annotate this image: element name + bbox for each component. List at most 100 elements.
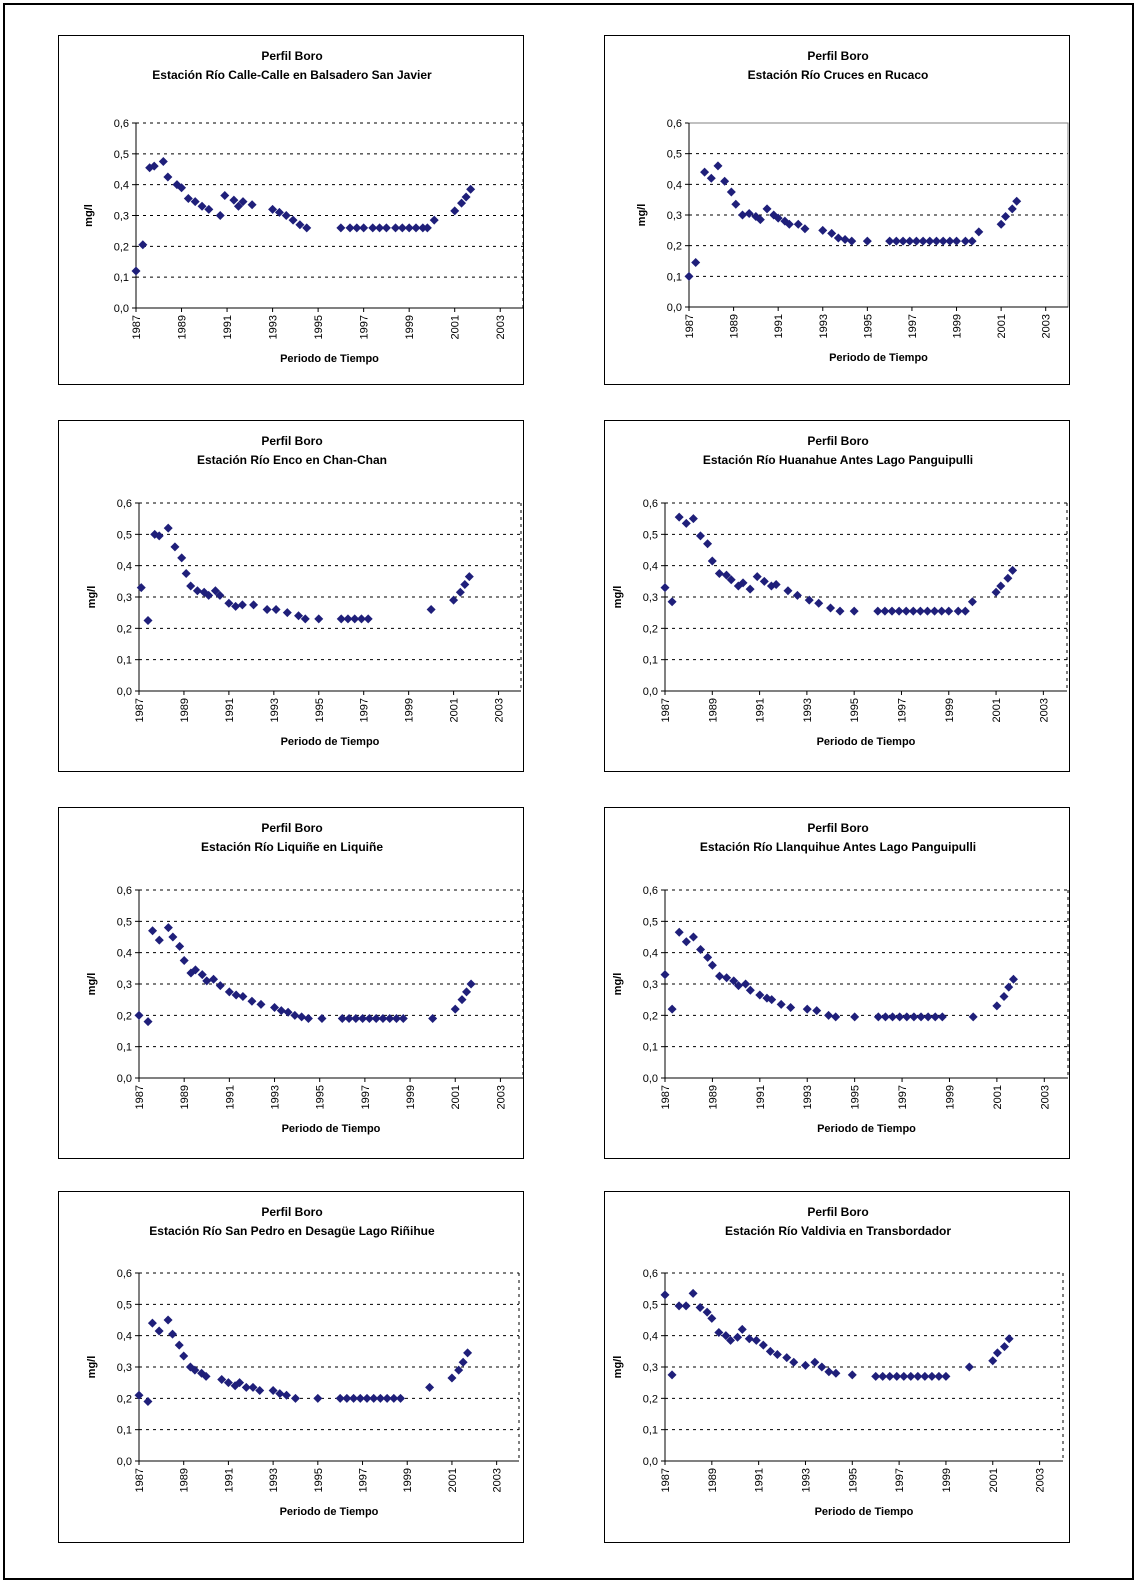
y-tick-label: 0,4 [117, 561, 132, 573]
data-point [381, 223, 391, 233]
y-tick-label: 0,3 [643, 1362, 658, 1374]
data-point [968, 1012, 978, 1022]
data-point [233, 201, 243, 211]
x-tick-label: 1997 [358, 1468, 370, 1492]
data-point [873, 1012, 883, 1022]
data-point [147, 1318, 157, 1328]
y-tick-label: 0,0 [117, 1073, 132, 1085]
chart-panel: Perfil Boro Estación Río Llanquihue Antes… [604, 807, 1070, 1159]
data-point [1012, 196, 1022, 206]
data-point [177, 183, 187, 193]
data-point [378, 1013, 388, 1023]
data-point [363, 614, 373, 624]
data-point [802, 1004, 812, 1014]
data-point [217, 1375, 227, 1385]
data-point [247, 200, 257, 210]
data-point [960, 606, 970, 616]
x-tick-label: 1991 [223, 1468, 235, 1492]
data-point [186, 581, 196, 591]
chart-svg: Perfil Boro Estación Río Valdivia en Tran… [612, 1205, 1064, 1518]
x-tick-label: 1999 [952, 314, 964, 338]
y-tick-label: 0,1 [643, 655, 658, 667]
x-tick-label: 1999 [944, 1085, 956, 1109]
data-point [143, 1017, 153, 1027]
data-point [681, 1301, 691, 1311]
data-point [952, 236, 962, 246]
data-point [154, 1326, 164, 1336]
y-tick-label: 0,5 [117, 529, 132, 541]
data-point [288, 215, 298, 225]
x-tick-label: 1997 [359, 698, 371, 722]
data-point [458, 1357, 468, 1367]
x-tick-label: 1997 [897, 1085, 909, 1109]
data-point [991, 587, 1001, 597]
x-tick-label: 2003 [1039, 1085, 1051, 1109]
data-point [726, 187, 736, 197]
y-tick-label: 0,1 [117, 1042, 132, 1054]
data-point [350, 614, 360, 624]
data-point [925, 236, 935, 246]
data-point [696, 945, 706, 955]
y-tick-label: 0,3 [643, 979, 658, 991]
data-point [784, 219, 794, 229]
data-point [714, 569, 724, 578]
data-point [197, 201, 207, 211]
y-axis-label: mg/l [83, 204, 95, 227]
data-point [964, 1362, 974, 1372]
data-point [464, 572, 474, 582]
x-tick-label: 1993 [268, 1468, 280, 1492]
y-tick-label: 0,4 [114, 180, 129, 192]
x-tick-label: 1997 [359, 315, 371, 339]
data-point [148, 926, 158, 936]
data-point [134, 1010, 144, 1020]
data-point [786, 1003, 796, 1012]
x-tick-label: 1991 [755, 698, 767, 722]
data-point [967, 597, 977, 607]
data-point [163, 523, 173, 533]
x-tick-label: 2001 [449, 698, 461, 722]
data-point [688, 514, 698, 524]
data-point [447, 1373, 457, 1383]
data-point [345, 223, 355, 233]
data-point [880, 1012, 890, 1022]
data-point [1008, 565, 1018, 575]
data-point [755, 215, 765, 225]
data-point [429, 215, 439, 225]
data-point [894, 606, 904, 616]
data-point [179, 1351, 189, 1361]
data-point [765, 1346, 775, 1356]
data-point [895, 1012, 905, 1022]
chart-title: Perfil Boro [261, 821, 322, 835]
data-point [238, 992, 248, 1002]
chart-panel: Perfil Boro Estación Río Calle-Calle en B… [58, 35, 524, 385]
y-tick-label: 0,3 [117, 592, 132, 604]
y-tick-label: 0,6 [117, 885, 132, 897]
data-point [209, 974, 219, 984]
data-point [204, 590, 214, 600]
data-point [660, 1290, 670, 1300]
y-tick-label: 0,0 [114, 303, 129, 315]
y-tick-label: 0,4 [643, 561, 658, 573]
data-point [344, 1013, 354, 1023]
data-point [1001, 212, 1011, 222]
x-tick-label: 1995 [313, 315, 325, 339]
data-point [871, 1371, 881, 1381]
data-point [163, 923, 173, 933]
data-point [201, 1371, 211, 1381]
data-point [154, 531, 164, 541]
data-point [249, 600, 259, 610]
data-point [1004, 1334, 1014, 1344]
data-point [707, 960, 717, 970]
data-point [231, 601, 241, 611]
data-point [223, 1378, 233, 1388]
data-point [131, 266, 141, 276]
y-tick-label: 0,4 [117, 948, 132, 960]
chart-subtitle: Estación Río Cruces en Rucaco [748, 68, 929, 82]
data-point [295, 220, 305, 230]
data-point [738, 210, 748, 220]
data-point [235, 1378, 245, 1388]
x-tick-label: 1999 [404, 698, 416, 722]
data-point [745, 985, 755, 995]
data-point [814, 598, 824, 608]
data-point [190, 197, 200, 207]
